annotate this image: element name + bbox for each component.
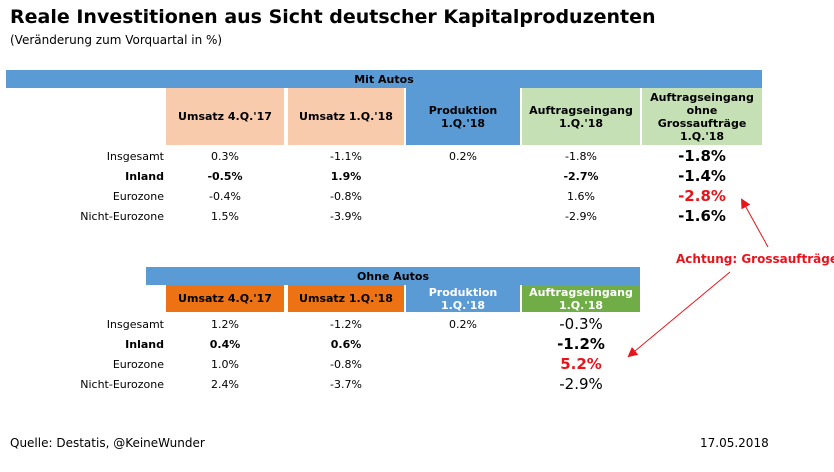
table1-cell: -1.8% <box>565 150 597 163</box>
table1-row-label: Nicht-Eurozone <box>80 210 164 223</box>
table1-cell: -1.1% <box>330 150 362 163</box>
table2-header-umsatz-1q18: Umsatz 1.Q.'18 <box>288 285 404 312</box>
table1-cell: -2.9% <box>565 210 597 223</box>
table2-cell: -1.2% <box>557 335 605 353</box>
table2-cell: -0.3% <box>559 315 603 333</box>
table1-header-umsatz-4q17: Umsatz 4.Q.'17 <box>166 88 284 145</box>
table1-cell: 1.5% <box>211 210 239 223</box>
page-subtitle: (Veränderung zum Vorquartal in %) <box>10 33 223 47</box>
table1-row-label: Eurozone <box>112 190 164 203</box>
table2-row-label: Eurozone <box>112 358 164 371</box>
table1-cell: 1.9% <box>330 170 362 183</box>
table2-row-label: Insgesamt <box>106 318 164 331</box>
annotation-text: Achtung: Grossaufträge! <box>676 252 834 266</box>
table1-cell-highlight: -2.8% <box>678 187 726 205</box>
table2-cell-highlight: 5.2% <box>560 355 602 373</box>
table1-header-umsatz-1q18: Umsatz 1.Q.'18 <box>288 88 404 145</box>
table1-cell: -3.9% <box>330 210 362 223</box>
table2-cell: 0.6% <box>330 338 362 351</box>
table1-cell: 0.3% <box>211 150 239 163</box>
table1-cell: 0.2% <box>449 150 477 163</box>
table1-cell: -0.5% <box>207 170 243 183</box>
table2-band: Ohne Autos <box>146 267 640 285</box>
footer-source: Quelle: Destatis, @KeineWunder <box>10 436 205 450</box>
table1-band: Mit Autos <box>6 70 762 88</box>
table2-header-auftragseingang: Auftragseingang 1.Q.'18 <box>522 285 640 312</box>
table2-cell: -3.7% <box>330 378 362 391</box>
table1-header-auftragseingang-ohne-gross: Auftragseingang ohne Grossaufträge 1.Q.'… <box>642 88 762 145</box>
footer-date: 17.05.2018 <box>700 436 769 450</box>
table1-cell: -0.4% <box>209 190 241 203</box>
table1-cell: -1.8% <box>678 147 726 165</box>
table1-row-label: Insgesamt <box>106 150 164 163</box>
table2-row-label: Nicht-Eurozone <box>80 378 164 391</box>
table2-cell: 1.2% <box>211 318 239 331</box>
table2-cell: -1.2% <box>330 318 362 331</box>
table2-row-label: Inland <box>125 338 164 351</box>
table1-header-auftragseingang: Auftragseingang 1.Q.'18 <box>522 88 640 145</box>
table2-cell: -0.8% <box>330 358 362 371</box>
arrow-to-table1 <box>741 198 769 248</box>
table2-cell: -2.9% <box>559 375 603 393</box>
table2-header-umsatz-4q17: Umsatz 4.Q.'17 <box>166 285 284 312</box>
table1-row-label: Inland <box>125 170 164 183</box>
table1-cell: -0.8% <box>330 190 362 203</box>
table1-cell: -2.7% <box>563 170 599 183</box>
table2-cell: 0.2% <box>449 318 477 331</box>
table2-cell: 2.4% <box>211 378 239 391</box>
table1-header-produktion: Produktion 1.Q.'18 <box>406 88 520 145</box>
table1-cell: -1.4% <box>678 167 726 185</box>
table1-cell: 1.6% <box>567 190 595 203</box>
arrow-to-table2 <box>627 271 731 358</box>
table1-cell: -1.6% <box>678 207 726 225</box>
table2-cell: 0.4% <box>209 338 241 351</box>
page-title: Reale Investitionen aus Sicht deutscher … <box>10 6 656 28</box>
table2-header-produktion: Produktion 1.Q.'18 <box>406 285 520 312</box>
table2-cell: 1.0% <box>211 358 239 371</box>
